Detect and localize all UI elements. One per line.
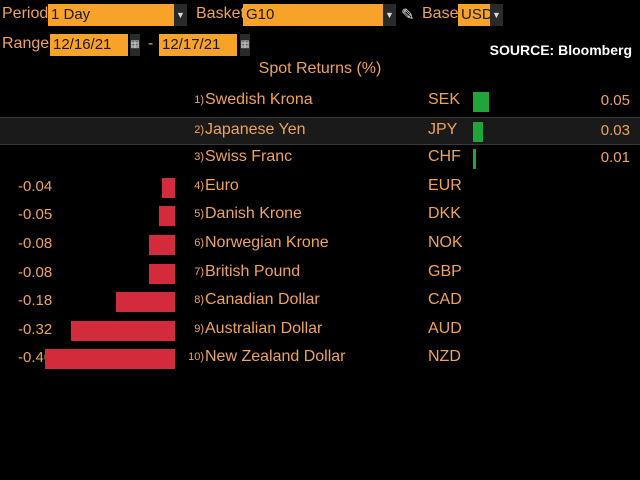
value-label: -0.18 xyxy=(18,292,53,309)
row-rank: 6) xyxy=(194,237,204,249)
value-label: -0.04 xyxy=(18,178,53,195)
row-rank: 5) xyxy=(194,208,204,220)
basket-dropdown-icon[interactable]: ▼ xyxy=(383,4,396,26)
value-label: -0.40 xyxy=(18,349,53,366)
range-separator: - xyxy=(148,35,154,52)
bar-positive xyxy=(473,149,476,169)
range-start-input[interactable]: 12/16/21 xyxy=(50,34,128,56)
row-rank: 9) xyxy=(194,323,204,335)
base-dropdown-icon[interactable]: ▼ xyxy=(490,4,503,26)
currency-name: New Zealand Dollar xyxy=(205,348,346,365)
basket-label: Basket xyxy=(196,5,245,22)
currency-name: Swiss Franc xyxy=(205,148,293,165)
row-rank: 7) xyxy=(194,266,204,278)
table-row[interactable]: 10) New Zealand Dollar NZD -0.40 xyxy=(0,345,640,373)
currency-code: GBP xyxy=(428,263,462,280)
range-label: Range xyxy=(2,35,50,52)
currency-code: AUD xyxy=(428,320,462,337)
chart-title: Spot Returns (%) xyxy=(258,60,382,77)
calendar-end-icon[interactable]: ▦ xyxy=(240,34,250,56)
table-row[interactable]: 6) Norwegian Krone NOK -0.08 xyxy=(0,231,640,259)
value-label: 0.01 xyxy=(600,149,630,166)
calendar-start-icon[interactable]: ▦ xyxy=(130,34,140,56)
currency-code: JPY xyxy=(428,121,458,138)
bar-negative xyxy=(116,292,175,312)
range-end-value: 12/17/21 xyxy=(162,36,221,53)
table-row[interactable]: 9) Australian Dollar AUD -0.32 xyxy=(0,317,640,345)
pencil-icon[interactable]: ✎ xyxy=(401,7,415,24)
currency-name: Australian Dollar xyxy=(205,320,323,337)
currency-code: NZD xyxy=(428,348,461,365)
table-row[interactable]: 1) Swedish Krona SEK 0.05 xyxy=(0,88,640,116)
currency-name: Japanese Yen xyxy=(205,121,306,138)
currency-code: DKK xyxy=(428,205,461,222)
value-label: 0.03 xyxy=(600,122,630,139)
row-rank: 8) xyxy=(194,294,204,306)
currency-name: Danish Krone xyxy=(205,205,302,222)
table-row[interactable]: 2) Japanese Yen JPY 0.03 xyxy=(0,117,640,145)
currency-code: CHF xyxy=(428,148,461,165)
row-rank: 3) xyxy=(194,151,204,163)
bar-negative xyxy=(149,235,175,255)
row-rank: 2) xyxy=(194,124,204,136)
currency-name: Canadian Dollar xyxy=(205,291,320,308)
bar-positive xyxy=(473,122,483,142)
currency-code: SEK xyxy=(428,91,461,108)
bar-positive xyxy=(473,92,489,112)
currency-code: NOK xyxy=(428,234,463,251)
value-label: -0.32 xyxy=(18,321,53,338)
base-label: Base xyxy=(422,5,459,22)
table-row[interactable]: 5) Danish Krone DKK -0.05 xyxy=(0,202,640,230)
bar-negative xyxy=(45,349,175,369)
bar-negative xyxy=(162,178,175,198)
range-end-input[interactable]: 12/17/21 xyxy=(159,34,237,56)
row-rank: 1) xyxy=(194,94,204,106)
basket-select[interactable]: G10 xyxy=(243,4,383,26)
period-label: Period xyxy=(2,5,49,22)
period-dropdown-icon[interactable]: ▼ xyxy=(174,4,187,26)
source-note: SOURCE: Bloomberg xyxy=(489,42,632,58)
period-value: 1 Day xyxy=(51,6,91,23)
currency-name: British Pound xyxy=(205,263,301,280)
basket-value: G10 xyxy=(246,6,275,23)
value-label: -0.05 xyxy=(18,206,53,223)
currency-code: CAD xyxy=(428,291,462,308)
table-row[interactable]: 7) British Pound GBP -0.08 xyxy=(0,260,640,288)
row-rank: 4) xyxy=(194,180,204,192)
bar-negative xyxy=(71,321,175,341)
currency-name: Norwegian Krone xyxy=(205,234,329,251)
table-row[interactable]: 4) Euro EUR -0.04 xyxy=(0,174,640,202)
period-select[interactable]: 1 Day xyxy=(48,4,174,26)
currency-name: Swedish Krona xyxy=(205,91,313,108)
bar-negative xyxy=(149,264,175,284)
base-value: USD xyxy=(461,6,493,23)
value-label: -0.08 xyxy=(18,264,53,281)
base-select[interactable]: USD xyxy=(458,4,493,26)
range-start-value: 12/16/21 xyxy=(53,36,112,53)
row-rank: 10) xyxy=(188,351,204,363)
currency-code: EUR xyxy=(428,177,462,194)
table-row[interactable]: 8) Canadian Dollar CAD -0.18 xyxy=(0,288,640,316)
bar-negative xyxy=(159,206,175,226)
currency-name: Euro xyxy=(205,177,239,194)
table-row[interactable]: 3) Swiss Franc CHF 0.01 xyxy=(0,145,640,173)
value-label: 0.05 xyxy=(600,92,630,109)
value-label: -0.08 xyxy=(18,235,53,252)
